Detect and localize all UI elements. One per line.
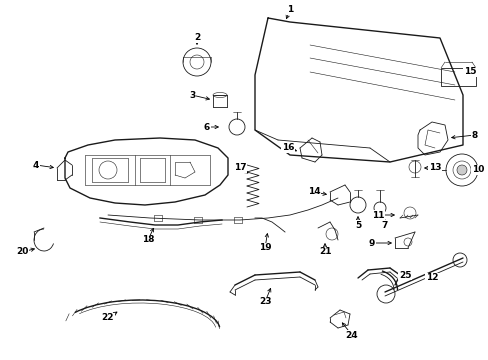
Text: 9: 9: [368, 238, 374, 248]
Text: 17: 17: [233, 163, 246, 172]
Text: 10: 10: [471, 166, 483, 175]
Text: 11: 11: [371, 211, 384, 220]
Text: 7: 7: [381, 220, 387, 230]
Text: 5: 5: [354, 220, 360, 230]
Text: 19: 19: [258, 243, 271, 252]
Text: 13: 13: [428, 163, 440, 172]
Text: 18: 18: [142, 235, 154, 244]
Text: 23: 23: [258, 297, 271, 306]
Text: 15: 15: [463, 68, 475, 77]
Text: 6: 6: [203, 122, 210, 131]
Text: 24: 24: [345, 330, 358, 339]
Text: 25: 25: [398, 270, 410, 279]
Text: 2: 2: [193, 33, 200, 42]
Text: 20: 20: [16, 248, 28, 256]
Text: 12: 12: [425, 274, 437, 283]
Text: 3: 3: [188, 90, 195, 99]
Text: 8: 8: [471, 130, 477, 139]
Circle shape: [456, 165, 466, 175]
Text: 1: 1: [286, 5, 292, 14]
Text: 4: 4: [33, 161, 39, 170]
Text: 16: 16: [281, 144, 294, 153]
Text: 22: 22: [102, 314, 114, 323]
Text: 21: 21: [318, 248, 330, 256]
Text: 14: 14: [307, 188, 320, 197]
